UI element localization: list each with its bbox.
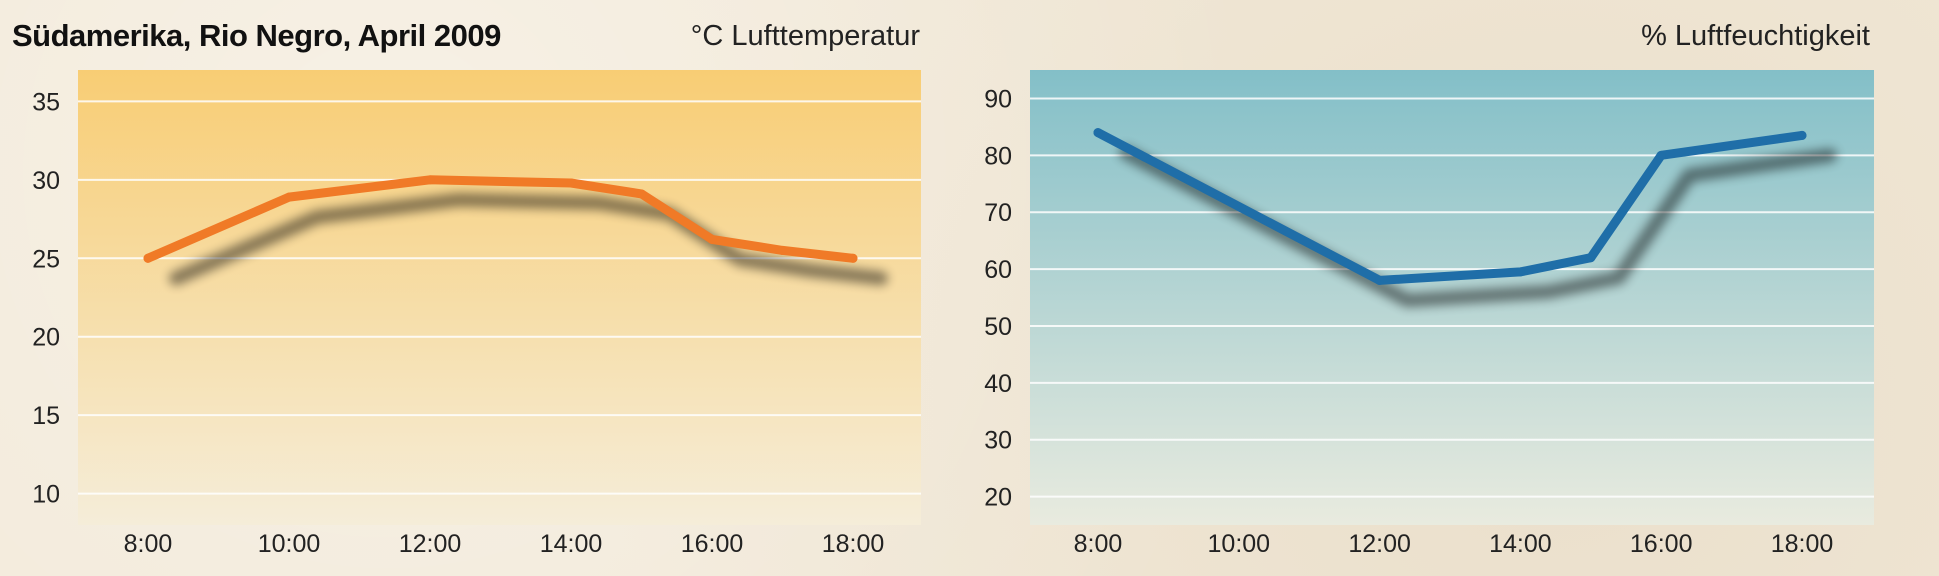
temp-series-line — [143, 175, 858, 263]
temp-x-tick-label: 14:00 — [540, 530, 603, 558]
hum-y-tick-label: 60 — [984, 256, 1012, 284]
hum-y-tick-label: 20 — [984, 484, 1012, 512]
temp-x-tick-label: 10:00 — [258, 530, 321, 558]
hum-data-point — [1515, 267, 1525, 277]
temp-y-tick-label: 15 — [32, 402, 60, 430]
humidity-chart-title: % Luftfeuchtigkeit — [1641, 20, 1870, 52]
hum-data-point — [1797, 130, 1807, 140]
hum-x-tick-label: 12:00 — [1348, 530, 1411, 558]
hum-data-point — [1656, 150, 1666, 160]
temp-x-tick-label: 16:00 — [681, 530, 744, 558]
temp-x-tick-label: 12:00 — [399, 530, 462, 558]
temp-data-point — [566, 178, 576, 188]
temp-x-tick-label: 8:00 — [124, 530, 173, 558]
temp-x-tick-label: 18:00 — [822, 530, 885, 558]
hum-data-point — [1375, 275, 1385, 285]
hum-y-tick-label: 90 — [984, 85, 1012, 113]
temp-y-tick-label: 25 — [32, 245, 60, 273]
hum-y-tick-label: 80 — [984, 142, 1012, 170]
hum-y-tick-label: 40 — [984, 370, 1012, 398]
hum-data-point — [1586, 253, 1596, 263]
hum-series-line — [1093, 128, 1807, 285]
hum-x-tick-label: 18:00 — [1771, 530, 1834, 558]
hum-x-tick-label: 16:00 — [1630, 530, 1693, 558]
hum-y-tick-label: 30 — [984, 427, 1012, 455]
temp-data-point — [778, 245, 787, 255]
temp-y-tick-label: 30 — [32, 167, 60, 195]
temp-data-point — [707, 234, 717, 244]
temp-y-tick-label: 20 — [32, 324, 60, 352]
hum-y-tick-label: 70 — [984, 199, 1012, 227]
temp-data-point — [143, 253, 153, 263]
temp-data-point — [848, 253, 858, 263]
temp-y-tick-label: 35 — [32, 88, 60, 116]
temp-data-point — [637, 189, 646, 199]
hum-x-tick-label: 14:00 — [1489, 530, 1552, 558]
hum-y-tick-label: 50 — [984, 313, 1012, 341]
temperature-chart-title: °C Lufttemperatur — [690, 20, 920, 52]
temp-data-point — [284, 192, 294, 202]
hum-x-tick-label: 10:00 — [1208, 530, 1271, 558]
hum-series-shadow — [1119, 145, 1837, 308]
temp-data-point — [425, 175, 435, 185]
temp-y-tick-label: 10 — [32, 481, 60, 509]
temp-plot-background — [78, 70, 921, 525]
temp-series-shadow — [169, 192, 888, 286]
page-title: Südamerika, Rio Negro, April 2009 — [12, 18, 501, 53]
hum-x-tick-label: 8:00 — [1074, 530, 1123, 558]
hum-data-point — [1093, 128, 1103, 138]
